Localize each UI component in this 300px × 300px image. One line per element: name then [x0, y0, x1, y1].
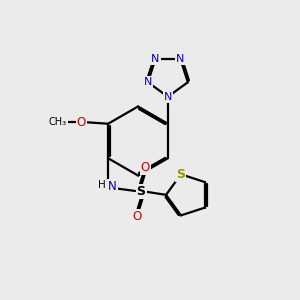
Text: H: H [98, 180, 105, 190]
Text: N: N [164, 92, 172, 102]
Text: O: O [76, 116, 86, 129]
Text: N: N [144, 77, 152, 87]
Text: O: O [132, 210, 142, 223]
Text: S: S [136, 185, 146, 198]
Text: N: N [176, 54, 184, 64]
Text: O: O [141, 161, 150, 174]
Text: CH₃: CH₃ [49, 117, 67, 127]
Text: S: S [176, 168, 185, 181]
Text: N: N [151, 54, 160, 64]
Text: N: N [108, 180, 117, 193]
